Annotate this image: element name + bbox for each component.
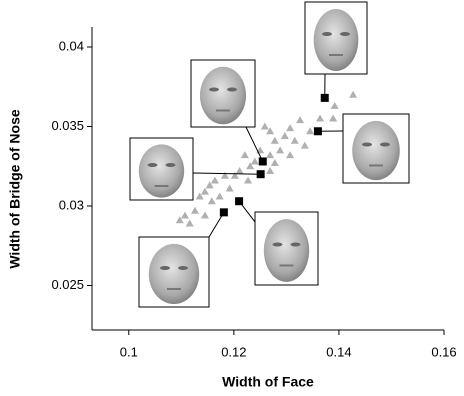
face-eye: [178, 266, 188, 270]
triangle-point: [316, 114, 325, 122]
x-tick-label: 0.16: [431, 344, 456, 359]
triangle-point: [266, 167, 275, 175]
triangle-point: [276, 146, 285, 154]
face-eye: [160, 266, 170, 270]
triangle-point: [240, 151, 249, 159]
triangle-point: [329, 114, 338, 122]
face: [352, 120, 400, 181]
triangle-point: [349, 90, 358, 98]
y-tick-label: 0.04: [59, 38, 84, 53]
triangle-point: [205, 181, 214, 189]
triangle-point: [330, 101, 339, 109]
face: [148, 243, 200, 305]
face-eye: [322, 32, 332, 36]
y-axis-title: Width of Bridge of Nose: [7, 109, 23, 269]
y-tick-label: 0.035: [51, 118, 84, 133]
face-eye: [340, 32, 350, 36]
triangle-point: [296, 116, 305, 124]
triangle-point: [215, 192, 224, 200]
triangle-point: [175, 216, 184, 224]
triangle-point: [306, 127, 315, 135]
triangle-point: [220, 171, 229, 179]
triangle-point: [200, 187, 209, 195]
triangle-point: [266, 151, 275, 159]
face-eye: [227, 87, 237, 92]
connector: [245, 126, 264, 162]
triangle-point: [286, 151, 295, 159]
face-eye: [272, 242, 283, 247]
triangle-point: [180, 211, 189, 219]
triangle-point: [270, 159, 279, 167]
connector: [238, 200, 256, 223]
x-tick-label: 0.1: [120, 344, 138, 359]
face-eye: [209, 87, 219, 92]
y-tick-label: 0.03: [59, 197, 84, 212]
face: [313, 9, 359, 71]
triangle-point: [210, 176, 219, 184]
face-eye: [147, 163, 158, 167]
triangle-point: [244, 176, 253, 184]
triangle-point: [270, 136, 279, 144]
triangle-point: [200, 211, 209, 219]
triangle-point: [195, 192, 204, 200]
triangle-point: [290, 136, 299, 144]
y-tick-label: 0.025: [51, 277, 84, 292]
triangle-point: [266, 127, 275, 135]
connector: [192, 172, 261, 175]
x-tick-label: 0.14: [326, 344, 351, 359]
face-eye: [362, 142, 372, 147]
triangle-point: [250, 157, 259, 165]
x-axis-title: Width of Face: [222, 374, 314, 390]
triangle-point: [300, 141, 309, 149]
triangle-point: [190, 206, 199, 214]
triangle-point: [246, 162, 255, 170]
triangle-point: [235, 167, 244, 175]
face-eye: [380, 142, 390, 147]
connector: [208, 212, 225, 238]
triangle-point: [207, 197, 216, 205]
triangle-point: [280, 132, 289, 140]
triangle-point: [185, 219, 194, 227]
triangle-point: [260, 122, 269, 130]
face-eye: [290, 242, 301, 247]
triangle-point: [286, 124, 295, 132]
triangle-point: [225, 184, 234, 192]
face: [138, 144, 185, 198]
face: [199, 66, 247, 125]
triangle-point: [230, 171, 239, 179]
x-tick-label: 0.12: [221, 344, 246, 359]
face-eye: [165, 163, 176, 167]
face: [263, 219, 310, 282]
